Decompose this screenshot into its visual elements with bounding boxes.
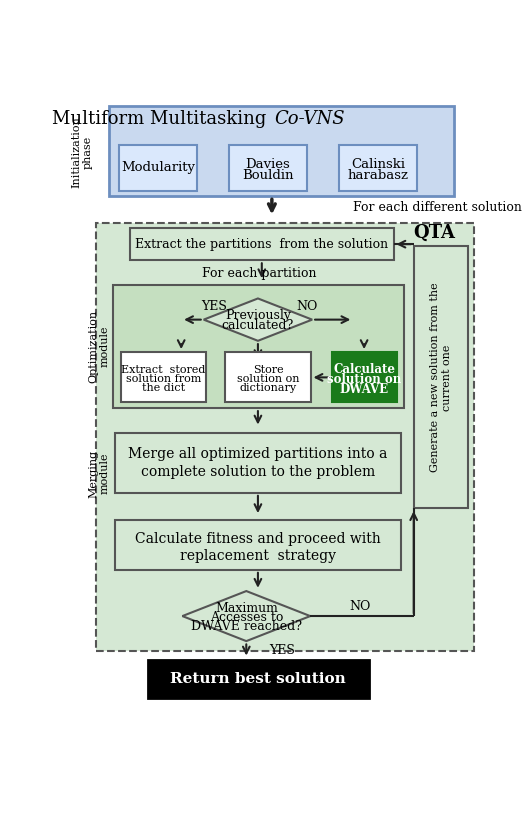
Bar (114, 520, 401, 570)
Text: DWAVE reached?: DWAVE reached? (191, 621, 302, 634)
Bar (148, 660, 369, 699)
Text: Generate a new solution from the
current one: Generate a new solution from the current… (430, 283, 452, 472)
Text: NO: NO (296, 300, 318, 313)
Bar (339, 145, 417, 191)
Text: Extract the partitions  from the solution: Extract the partitions from the solution (135, 238, 388, 251)
Text: Return best solution: Return best solution (170, 672, 346, 686)
Text: Maximum: Maximum (215, 602, 278, 615)
Text: Davies: Davies (246, 158, 290, 171)
Bar (113, 285, 404, 409)
Bar (331, 352, 397, 402)
Text: harabasz: harabasz (347, 169, 409, 182)
Text: complete solution to the problem: complete solution to the problem (141, 465, 375, 479)
Text: QTA: QTA (413, 224, 455, 242)
Text: Extract  stored: Extract stored (121, 365, 205, 375)
Bar (114, 433, 401, 493)
Text: solution on: solution on (237, 374, 299, 384)
Text: Calculate fitness and proceed with: Calculate fitness and proceed with (135, 532, 381, 546)
Bar (130, 228, 394, 261)
Text: solution from: solution from (126, 374, 201, 384)
Bar (121, 352, 206, 402)
Text: Initialization
phase: Initialization phase (71, 117, 93, 188)
Bar (96, 224, 474, 651)
Text: For each partition: For each partition (202, 267, 317, 280)
Text: For each different solution: For each different solution (353, 201, 522, 215)
Bar (229, 145, 307, 191)
Text: calculated?: calculated? (222, 318, 294, 331)
Text: NO: NO (350, 599, 371, 612)
Polygon shape (204, 298, 312, 341)
Bar (414, 247, 468, 508)
Bar (226, 352, 311, 402)
Text: Multiform Multitasking: Multiform Multitasking (52, 110, 272, 128)
Text: Bouldin: Bouldin (242, 169, 294, 182)
Text: Merging
module: Merging module (88, 450, 110, 497)
Text: YES: YES (270, 644, 295, 658)
Text: Calinski: Calinski (351, 158, 405, 171)
Text: solution on: solution on (327, 373, 401, 386)
Text: Modularity: Modularity (121, 161, 195, 174)
Text: Accesses to: Accesses to (210, 611, 283, 624)
Text: Merge all optimized partitions into a: Merge all optimized partitions into a (128, 447, 388, 461)
Text: replacement  strategy: replacement strategy (180, 549, 336, 563)
Text: the dict: the dict (142, 383, 185, 393)
Text: Co-VNS: Co-VNS (274, 110, 345, 128)
Polygon shape (182, 591, 310, 641)
Text: Store: Store (253, 365, 284, 375)
Bar (119, 145, 197, 191)
Text: DWAVE: DWAVE (339, 383, 389, 396)
Text: YES: YES (201, 300, 227, 313)
Text: dictionary: dictionary (239, 383, 296, 393)
Bar (109, 105, 454, 196)
Text: Calculate: Calculate (333, 363, 395, 376)
Text: Optimization
module: Optimization module (88, 310, 110, 383)
Text: Previously: Previously (225, 309, 291, 322)
